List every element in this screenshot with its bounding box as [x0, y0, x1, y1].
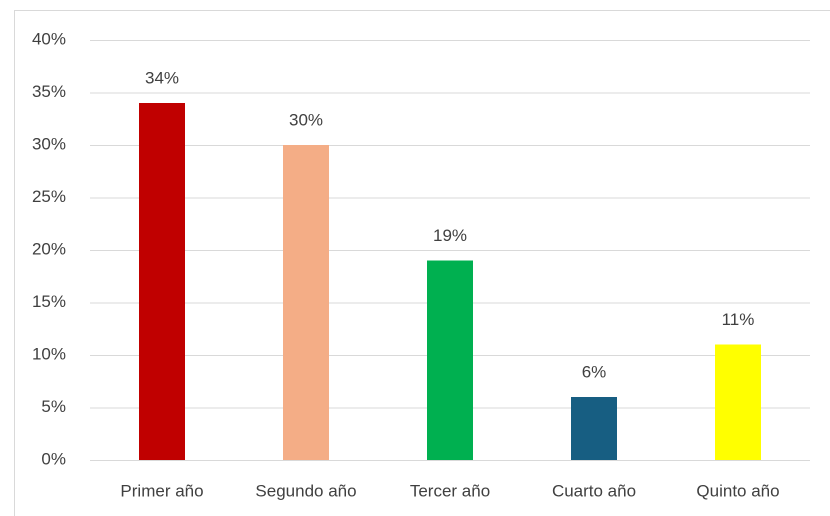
y-tick-label: 10%	[32, 344, 66, 363]
y-tick-label: 5%	[41, 397, 66, 416]
y-tick-label: 35%	[32, 82, 66, 101]
y-tick-label: 25%	[32, 187, 66, 206]
y-tick-label: 30%	[32, 134, 66, 153]
y-tick-label: 15%	[32, 292, 66, 311]
bar	[283, 145, 329, 460]
x-tick-label: Primer año	[120, 481, 203, 500]
x-tick-label: Cuarto año	[552, 481, 636, 500]
data-label: 30%	[289, 110, 323, 129]
x-tick-label: Quinto año	[696, 481, 779, 500]
bar	[571, 397, 617, 460]
bar	[427, 260, 473, 460]
bar	[139, 103, 185, 460]
data-label: 19%	[433, 226, 467, 245]
x-tick-label: Tercer año	[410, 481, 490, 500]
data-label: 34%	[145, 68, 179, 87]
x-tick-label: Segundo año	[255, 481, 356, 500]
y-tick-label: 0%	[41, 449, 66, 468]
data-label: 6%	[582, 362, 607, 381]
chart-border	[14, 10, 830, 516]
y-tick-label: 20%	[32, 239, 66, 258]
y-tick-label: 40%	[32, 29, 66, 48]
data-label: 11%	[722, 310, 755, 329]
bar	[715, 344, 761, 460]
